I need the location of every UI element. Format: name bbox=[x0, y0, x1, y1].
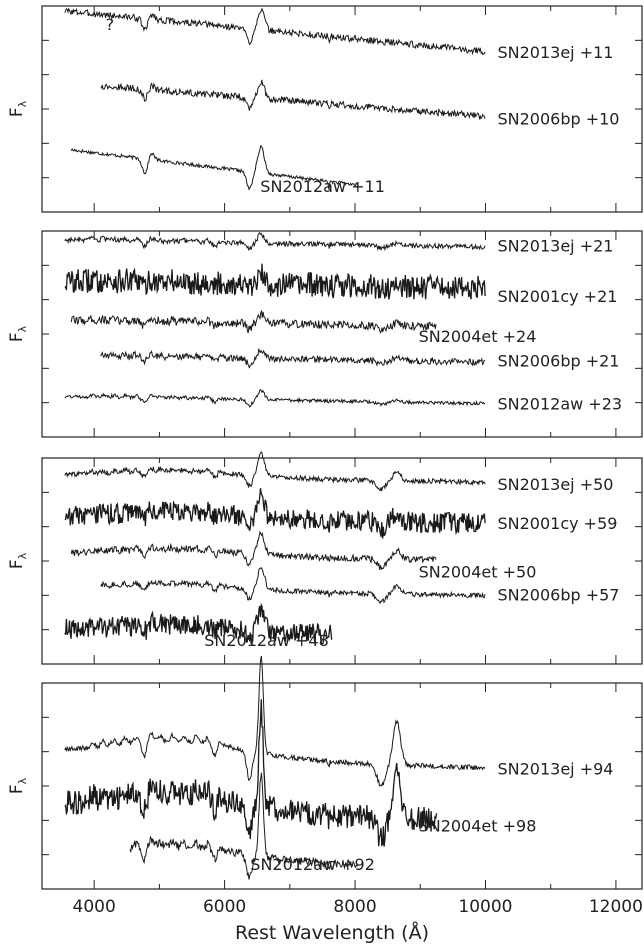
spectrum-line bbox=[64, 389, 486, 408]
y-axis-label: Fλ bbox=[7, 777, 29, 794]
spectrum-line bbox=[64, 263, 486, 300]
y-axis-label-subscript: λ bbox=[16, 552, 29, 559]
spectrum-label: SN2012aw +48 bbox=[204, 631, 329, 650]
spectrum-label: SN2006bp +21 bbox=[497, 352, 619, 371]
spectrum-line bbox=[64, 488, 486, 539]
y-axis-label-subscript: λ bbox=[16, 777, 29, 784]
spectrum-label: SN2001cy +21 bbox=[497, 287, 617, 306]
panel-4: Fλ SN2013ej +94 SN2004et +98 SN2012aw +92 bbox=[7, 655, 643, 890]
spectrum-label: SN2004et +24 bbox=[419, 327, 537, 346]
x-axis-label: Rest Wavelength (Å) bbox=[235, 921, 429, 944]
spectrum-label: SN2012aw +92 bbox=[250, 855, 375, 874]
spectrum-line bbox=[70, 530, 437, 571]
spectrum-label: SN2013ej +11 bbox=[497, 43, 613, 62]
spectrum-label: SN2013ej +50 bbox=[497, 475, 613, 494]
spectrum-line bbox=[64, 231, 486, 252]
spectrum-line bbox=[64, 655, 486, 787]
spectrum-line bbox=[100, 566, 486, 605]
spectrum-label: SN2006bp +10 bbox=[497, 110, 619, 129]
spectrum-label: SN2012aw +23 bbox=[497, 395, 622, 414]
spectrum-label: SN2013ej +94 bbox=[497, 760, 613, 779]
spectrum-line bbox=[70, 310, 437, 334]
spectrum-label: SN2012aw +11 bbox=[260, 177, 385, 196]
spectrum-label: SN2006bp +57 bbox=[497, 585, 619, 604]
y-axis-label: Fλ bbox=[7, 552, 29, 569]
y-axis-label: Fλ bbox=[7, 100, 29, 117]
x-tick-label: 6000 bbox=[203, 897, 246, 917]
x-tick-label: 8000 bbox=[333, 897, 376, 917]
spectrum-line bbox=[64, 699, 438, 847]
panel-3: Fλ SN2013ej +50 SN2001cy +59 SN2004et +50 SN… bbox=[7, 451, 643, 665]
panel-2: Fλ SN2013ej +21 SN2001cy +21 SN2004et +24 SN… bbox=[7, 230, 643, 438]
spectrum-line bbox=[70, 144, 359, 191]
x-tick-label: 12000 bbox=[589, 897, 643, 917]
spectrum-line bbox=[64, 602, 333, 645]
spectrum-label: SN2004et +98 bbox=[419, 816, 537, 835]
x-tick-label: 10000 bbox=[458, 897, 512, 917]
spectrum-label: SN2004et +50 bbox=[419, 563, 537, 582]
spectrum-label: SN2001cy +59 bbox=[497, 514, 617, 533]
spectrum-line bbox=[100, 79, 486, 121]
spectrum-label: SN2013ej +21 bbox=[497, 237, 613, 256]
spectrum-line bbox=[64, 451, 486, 492]
y-axis-label-subscript: λ bbox=[16, 100, 29, 107]
annotation-question: ? bbox=[106, 15, 115, 34]
spectrum-line bbox=[129, 772, 359, 880]
panel-1: Fλ? SN2013ej +11 SN2006bp +10 SN2012aw +11 bbox=[7, 5, 643, 213]
spectrum-line bbox=[64, 7, 486, 56]
y-axis-label-subscript: λ bbox=[16, 325, 29, 332]
y-axis-label: Fλ bbox=[7, 325, 29, 342]
x-tick-label: 4000 bbox=[73, 897, 116, 917]
spectrum-line bbox=[100, 348, 486, 369]
